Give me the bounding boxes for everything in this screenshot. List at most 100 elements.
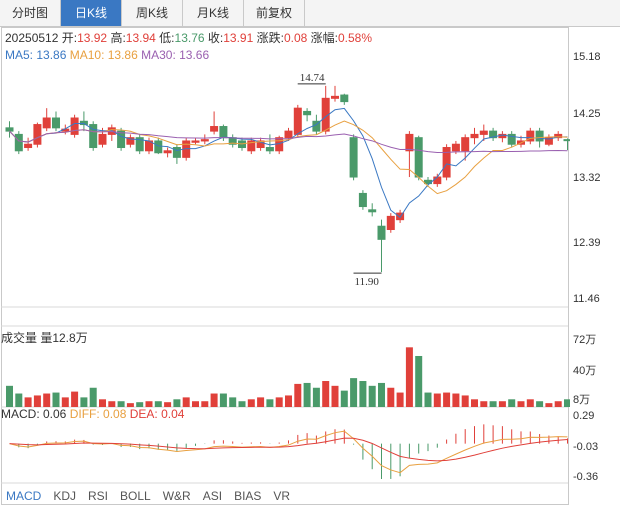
- indicator-tabs: MACD KDJ RSI BOLL W&R ASI BIAS VR: [0, 487, 296, 505]
- volume-bar: [173, 399, 181, 407]
- candle-body: [470, 133, 479, 139]
- candle-body: [154, 140, 163, 154]
- volume-bar: [340, 390, 348, 407]
- candle-body: [5, 127, 14, 132]
- high-label: 高:: [110, 31, 126, 45]
- tab-asi[interactable]: ASI: [202, 489, 223, 503]
- volume-bar: [536, 401, 544, 407]
- macd-axis-label: -0.03: [573, 441, 599, 453]
- candle-body: [386, 215, 395, 231]
- high-annotation: 14.74: [300, 72, 325, 84]
- volume-bar: [108, 401, 116, 407]
- open-label: 开:: [61, 31, 78, 45]
- chart-panel: [1, 27, 569, 505]
- macd-axis-label: 0.29: [573, 410, 595, 422]
- candle-body: [321, 97, 330, 132]
- volume-bar: [350, 378, 358, 407]
- tab-intraday[interactable]: 分时图: [0, 0, 61, 26]
- volume-bar: [405, 347, 413, 407]
- volume-bar: [52, 392, 60, 407]
- volume-axis-label: 8万: [573, 394, 591, 406]
- dea-line: [9, 437, 568, 462]
- tab-weekly-k[interactable]: 周K线: [122, 0, 183, 26]
- price-axis-label: 15.18: [573, 51, 601, 63]
- volume-bar: [526, 399, 534, 407]
- change-label: 涨跌:: [256, 31, 284, 45]
- volume-bar: [247, 399, 255, 407]
- volume-bar: [71, 391, 79, 407]
- tab-vr[interactable]: VR: [273, 489, 291, 503]
- volume-bar: [257, 397, 265, 407]
- candle-body: [433, 176, 442, 185]
- candle-body: [526, 130, 535, 142]
- volume-bar: [564, 399, 570, 407]
- volume-bar: [303, 382, 311, 407]
- candle-body: [210, 126, 219, 132]
- volume-bar: [387, 387, 395, 407]
- volume-bar: [489, 401, 497, 407]
- volume-bar: [99, 399, 106, 407]
- candle-body: [265, 147, 274, 152]
- volume-bar: [480, 401, 488, 407]
- tab-wr[interactable]: W&R: [162, 489, 191, 503]
- change-value: 0.08: [283, 31, 308, 45]
- volume-bar: [210, 393, 218, 407]
- pct-value: 0.58%: [338, 31, 373, 45]
- volume-bar: [275, 397, 283, 407]
- candle-body: [172, 147, 181, 158]
- candle-body: [349, 137, 358, 178]
- tab-monthly-k[interactable]: 月K线: [183, 0, 244, 26]
- ma5-line: [9, 107, 568, 219]
- tab-bias[interactable]: BIAS: [234, 489, 262, 503]
- volume-bar: [15, 393, 23, 407]
- tab-daily-k[interactable]: 日K线: [61, 0, 122, 26]
- ma10-value: MA10: 13.86: [69, 48, 138, 62]
- volume-bar: [443, 392, 451, 407]
- macd-axis-label: -0.36: [573, 471, 599, 483]
- volume-bar: [89, 387, 97, 407]
- tab-macd[interactable]: MACD: [6, 489, 42, 503]
- candle-body: [535, 130, 544, 142]
- tab-forward-adjust[interactable]: 前复权: [244, 0, 305, 26]
- candle-body: [479, 130, 488, 135]
- candle-body: [42, 117, 51, 129]
- close-label: 收:: [207, 31, 224, 45]
- candle-body: [247, 140, 256, 152]
- candle-body: [340, 94, 349, 103]
- candle-body: [24, 143, 33, 149]
- volume-bar: [461, 395, 469, 407]
- price-axis-label: 13.32: [573, 172, 601, 184]
- volume-bar: [378, 382, 385, 407]
- volume-bar: [368, 385, 376, 407]
- candle-body: [256, 140, 265, 149]
- price-axis-label: 11.46: [573, 293, 600, 305]
- open-value: 13.92: [77, 31, 108, 45]
- ma5-value: MA5: 13.86: [5, 48, 67, 62]
- volume-bar: [238, 401, 246, 407]
- tab-rsi[interactable]: RSI: [88, 489, 109, 503]
- quote-info: 20250512 开:13.92 高:13.94 低:13.76 收:13.91…: [5, 29, 372, 46]
- volume-bar: [396, 392, 404, 407]
- candle-body: [442, 147, 451, 178]
- volume-axis-label: 72万: [573, 334, 597, 346]
- volume-bar: [219, 393, 227, 407]
- candle-body: [451, 143, 460, 152]
- macd-value: MACD: 0.06: [1, 407, 67, 421]
- candle-body: [377, 225, 386, 240]
- candle-body: [14, 133, 23, 152]
- volume-bar: [508, 399, 516, 407]
- volume-bar: [331, 385, 339, 407]
- volume-bar: [192, 401, 199, 407]
- tab-kdj[interactable]: KDJ: [53, 489, 77, 503]
- volume-bar: [43, 393, 51, 407]
- candle-body: [563, 139, 570, 142]
- candle-body: [303, 110, 312, 116]
- volume-axis-label: 40万: [573, 365, 597, 377]
- tab-boll[interactable]: BOLL: [120, 489, 151, 503]
- volume-bar: [424, 392, 432, 407]
- candle-body: [507, 133, 516, 145]
- candle-body: [414, 137, 423, 178]
- diff-line: [9, 430, 568, 474]
- volume-bar: [164, 402, 172, 407]
- candle-body: [405, 133, 414, 152]
